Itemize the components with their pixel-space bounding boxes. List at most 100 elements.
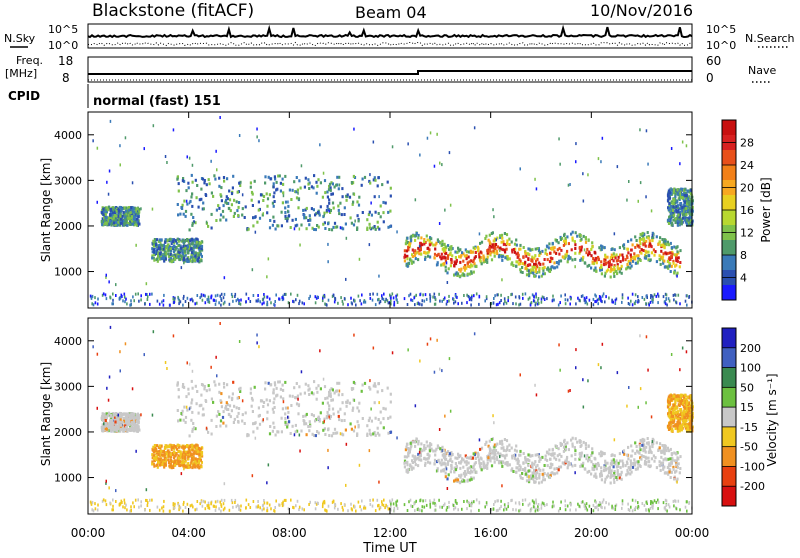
- data-cell: [251, 199, 253, 202]
- data-cell: [652, 301, 654, 304]
- colorbar-segment: [722, 165, 736, 181]
- data-cell: [524, 252, 526, 255]
- data-cell: [514, 449, 516, 452]
- data-cell: [663, 295, 665, 298]
- data-cell: [200, 394, 202, 397]
- y-tick-label: 3000: [54, 174, 82, 187]
- data-cell: [635, 262, 637, 265]
- data-cell: [234, 418, 236, 421]
- data-cell: [412, 255, 414, 258]
- data-cell: [410, 236, 412, 239]
- data-cell: [633, 252, 635, 255]
- data-cell: [604, 300, 606, 303]
- data-cell: [219, 219, 221, 222]
- data-cell: [434, 165, 436, 168]
- data-cell: [290, 404, 292, 407]
- data-cell: [338, 415, 340, 418]
- data-cell: [375, 303, 377, 306]
- data-cell: [167, 252, 169, 255]
- data-cell: [347, 303, 349, 306]
- data-cell: [522, 293, 524, 296]
- data-cell: [322, 223, 324, 226]
- data-cell: [634, 441, 636, 444]
- data-cell: [499, 301, 501, 304]
- data-cell: [574, 252, 576, 255]
- data-cell: [501, 237, 503, 240]
- data-cell: [661, 238, 663, 241]
- data-cell: [380, 215, 382, 218]
- data-cell: [611, 299, 613, 302]
- data-cell: [669, 464, 671, 467]
- data-cell: [187, 388, 189, 391]
- data-cell: [636, 239, 638, 242]
- data-cell: [182, 385, 184, 388]
- data-cell: [590, 473, 592, 476]
- data-cell: [567, 260, 569, 263]
- data-cell: [650, 258, 652, 261]
- data-cell: [477, 246, 479, 249]
- data-cell: [199, 242, 201, 245]
- data-cell: [313, 208, 315, 211]
- data-cell: [341, 187, 343, 190]
- data-cell: [117, 427, 119, 430]
- data-cell: [187, 245, 189, 248]
- data-cell: [634, 246, 636, 249]
- data-cell: [126, 302, 128, 305]
- data-cell: [209, 182, 211, 185]
- data-cell: [219, 295, 221, 298]
- data-cell: [499, 247, 501, 250]
- data-cell: [92, 295, 94, 298]
- data-cell: [223, 382, 225, 385]
- data-cell: [105, 422, 107, 425]
- data-cell: [634, 256, 636, 259]
- data-cell: [527, 464, 529, 467]
- data-cell: [233, 421, 235, 424]
- data-cell: [434, 459, 436, 462]
- data-cell: [434, 293, 436, 296]
- data-cell: [535, 476, 537, 479]
- data-cell: [407, 303, 409, 306]
- data-cell: [248, 228, 250, 231]
- data-cell: [238, 388, 240, 391]
- data-cell: [284, 206, 286, 209]
- data-cell: [494, 294, 496, 297]
- data-cell: [236, 200, 238, 203]
- data-cell: [372, 299, 374, 302]
- data-cell: [283, 194, 285, 197]
- data-cell: [211, 227, 213, 230]
- data-cell: [449, 246, 451, 249]
- data-cell: [633, 458, 635, 461]
- data-cell: [480, 251, 482, 254]
- data-cell: [324, 303, 326, 306]
- data-cell: [506, 439, 508, 442]
- data-cell: [269, 193, 271, 196]
- data-cell: [261, 302, 263, 305]
- data-cell: [474, 257, 476, 260]
- data-cell: [305, 383, 307, 386]
- data-cell: [523, 256, 525, 259]
- data-cell: [267, 303, 269, 306]
- data-cell: [127, 423, 129, 426]
- data-cell: [339, 408, 341, 411]
- data-cell: [390, 195, 392, 198]
- data-cell: [295, 424, 297, 427]
- data-cell: [675, 452, 677, 455]
- data-cell: [281, 296, 283, 299]
- data-cell: [507, 258, 509, 261]
- data-cell: [236, 406, 238, 409]
- data-cell: [417, 442, 419, 445]
- data-cell: [131, 426, 133, 429]
- data-cell: [119, 144, 121, 147]
- data-cell: [208, 178, 210, 181]
- data-cell: [668, 449, 670, 452]
- data-cell: [419, 245, 421, 248]
- data-cell: [284, 293, 286, 296]
- data-cell: [381, 294, 383, 297]
- data-cell: [518, 464, 520, 467]
- data-cell: [611, 469, 613, 472]
- data-cell: [106, 222, 108, 225]
- data-cell: [429, 462, 431, 465]
- data-cell: [535, 248, 537, 251]
- data-cell: [649, 243, 651, 246]
- data-cell: [267, 197, 269, 200]
